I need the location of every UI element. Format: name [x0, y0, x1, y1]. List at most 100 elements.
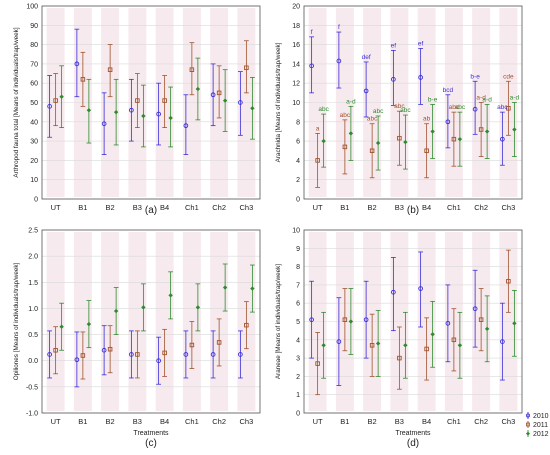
x-tick-label: Ch3	[239, 203, 253, 212]
panel-b: 0 2 4 6 8 10 12 14 16 18 20 UT B1 B2 B3 B4 Ch1 Ch2 Ch3 f f de…	[275, 4, 523, 216]
panel-label: (c)	[145, 438, 157, 449]
data-point	[500, 136, 505, 142]
data-point	[397, 355, 402, 361]
data-point	[156, 358, 161, 364]
data-point	[375, 341, 381, 346]
x-tick-label: Ch1	[185, 203, 199, 212]
data-point	[397, 135, 402, 141]
y-axis-label: Arthropod fauna total [Means of individu…	[13, 27, 20, 177]
data-point	[47, 352, 52, 357]
data-point	[59, 94, 64, 99]
data-point	[129, 107, 134, 113]
data-point	[457, 343, 463, 348]
x-tick-label: Ch1	[447, 203, 461, 212]
x-tick-label: Ch2	[212, 203, 226, 212]
data-point	[222, 285, 228, 290]
data-point	[113, 308, 119, 314]
data-point	[424, 148, 429, 153]
plot-frame	[41, 229, 261, 414]
x-tick-label: UT	[313, 417, 323, 426]
x-tick-label: B3	[395, 203, 404, 212]
data-point	[250, 286, 255, 291]
data-point	[369, 148, 375, 153]
data-point	[418, 286, 423, 291]
y-tick-label: 80	[30, 42, 38, 49]
annotation-label: a-d	[482, 96, 492, 103]
data-point	[321, 343, 326, 348]
x-tick-label: B4	[422, 417, 431, 426]
data-point	[210, 352, 216, 357]
annotation-label: ef	[391, 42, 397, 49]
panel-a: 0 10 20 30 40 50 60 70 80 90 100 UT B1 B2 B3 B4 Ch1 Ch2 Ch…	[13, 4, 261, 216]
panel-label: (b)	[407, 205, 419, 216]
data-point	[445, 119, 451, 125]
data-point	[86, 108, 92, 113]
x-tick-label: B1	[78, 417, 87, 426]
x-tick-label: Ch3	[239, 417, 253, 426]
data-point	[250, 106, 255, 111]
data-point	[484, 326, 490, 332]
y-tick-label: 0	[296, 411, 300, 418]
data-point	[244, 322, 249, 328]
data-point	[375, 140, 381, 146]
y-tick-label: 4	[296, 337, 300, 344]
data-point	[107, 346, 113, 352]
annotation-label: bcd	[443, 87, 454, 94]
data-point	[472, 106, 478, 112]
y-tick-label: 20	[292, 4, 300, 11]
annotation-label: f	[311, 29, 313, 36]
category-band	[128, 232, 147, 411]
annotation-label: abc	[373, 108, 384, 115]
data-point	[238, 100, 243, 105]
data-point	[244, 65, 249, 71]
annotation-label: def	[362, 54, 371, 61]
y-tick-label: 18	[292, 23, 300, 30]
data-point	[363, 317, 369, 323]
annotation-label: b-e	[470, 73, 480, 80]
y-tick-label: 1.0	[28, 306, 38, 313]
y-tick-label: 1.5	[28, 280, 38, 287]
data-point	[162, 350, 167, 356]
plot-frame	[303, 229, 523, 414]
annotation-label: ab	[423, 116, 431, 123]
x-tick-label: B2	[368, 203, 377, 212]
data-point	[336, 339, 342, 344]
data-point	[315, 361, 320, 366]
y-tick-label: 2	[296, 374, 300, 381]
data-point	[484, 129, 490, 134]
data-point	[363, 88, 369, 94]
y-tick-label: 10	[292, 100, 300, 107]
data-point	[309, 63, 314, 69]
legend-label: 2012	[533, 431, 549, 438]
data-point	[238, 352, 243, 357]
data-point	[418, 75, 423, 80]
y-tick-label: -1.0	[26, 411, 38, 418]
legend-marker	[526, 431, 530, 436]
x-tick-label: Ch3	[501, 203, 515, 212]
category-band	[73, 232, 92, 411]
y-axis-label: Opiliones [Means of individuals/trap/wee…	[13, 262, 20, 380]
data-point	[342, 317, 348, 322]
category-band	[101, 232, 120, 411]
y-tick-label: 10	[30, 177, 38, 184]
x-tick-label: B1	[340, 417, 349, 426]
x-tick-label: B1	[340, 203, 349, 212]
data-point	[391, 76, 396, 82]
y-axis-label: Araneae [Means of individuals/trap/week]	[275, 264, 282, 379]
data-point	[321, 138, 326, 144]
data-point	[189, 67, 195, 72]
x-tick-label: UT	[51, 203, 61, 212]
x-tick-label: Ch3	[501, 417, 515, 426]
y-tick-label: 70	[30, 61, 38, 68]
x-tick-label: B3	[133, 417, 142, 426]
data-point	[348, 131, 354, 136]
y-tick-label: 30	[30, 139, 38, 146]
y-tick-label: 40	[30, 119, 38, 126]
data-point	[101, 347, 107, 353]
y-tick-label: 10	[292, 228, 300, 235]
panel-label: (a)	[145, 205, 157, 216]
legend-marker	[526, 422, 530, 427]
annotation-label: abc	[318, 106, 329, 113]
category-band	[46, 232, 65, 411]
data-point	[47, 104, 52, 109]
